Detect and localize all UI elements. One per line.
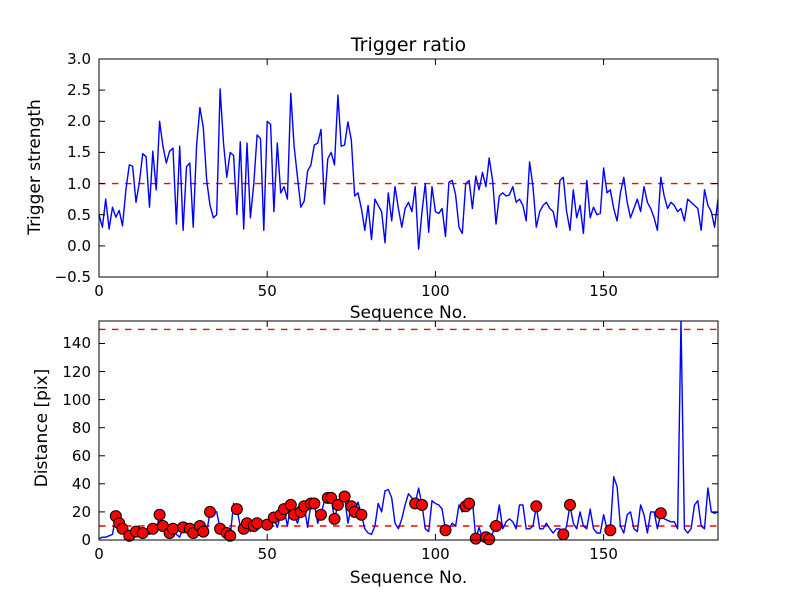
triggered-frames-marker <box>308 497 321 510</box>
triggered-frames-marker <box>331 498 344 511</box>
triggered-frames-marker <box>564 498 576 511</box>
bottom-plot-xlabel: Sequence No. <box>349 568 468 588</box>
triggered-frames-marker <box>251 517 264 530</box>
triggered-frames-marker <box>604 524 617 537</box>
bottom-plot-y-tick-label: 140 <box>62 334 91 353</box>
bottom-plot-y-tick-label: 40 <box>71 474 91 493</box>
top-plot-xlabel: Sequence No. <box>349 303 468 323</box>
triggered-frames-marker <box>469 532 482 545</box>
triggered-frames-marker <box>197 525 210 538</box>
triggered-frames-marker <box>355 508 368 521</box>
bottom-plot-distance-line <box>99 321 718 540</box>
triggered-frames-marker <box>167 522 179 535</box>
bottom-plot-y-tick-label: 80 <box>71 418 91 437</box>
top-plot-y-tick-label: 2.5 <box>67 81 91 100</box>
top-plot-spines <box>98 58 719 278</box>
bottom-plot-y-tick-label: 20 <box>71 502 91 521</box>
top-plot-x-tick-label: 100 <box>421 282 450 300</box>
top-plot-y-tick-label: 2.0 <box>67 112 91 131</box>
bottom-plot-y-tick-label: 100 <box>62 390 91 409</box>
top-plot-x-tick-label: 50 <box>257 282 277 300</box>
triggered-frames-marker <box>530 500 543 513</box>
top-plot-y-tick-label: 0.5 <box>67 205 91 224</box>
triggered-frames-marker <box>230 503 243 516</box>
triggered-frames-marker <box>338 490 351 503</box>
bottom-plot <box>98 320 719 546</box>
top-plot-x-tick-label: 0 <box>94 282 104 300</box>
bottom-plot-x-tick-label: 0 <box>94 545 104 563</box>
triggered-frames-marker <box>483 533 496 546</box>
bottom-plot-y-tick-label: 120 <box>62 362 91 381</box>
triggered-frames-markers <box>109 490 667 546</box>
triggered-frames-marker <box>204 505 216 518</box>
top-plot-y-tick-label: 1.0 <box>67 174 91 193</box>
triggered-frames-marker <box>315 508 327 521</box>
top-plot-y-tick-label: 0.0 <box>67 236 91 255</box>
bottom-plot-x-tick-label: 50 <box>257 545 277 563</box>
bottom-plot-spines <box>98 320 719 541</box>
top-plot-x-tick-label: 150 <box>589 282 618 300</box>
triggered-frames-marker <box>146 522 159 535</box>
top-plot-title: Trigger ratio <box>350 34 467 56</box>
bottom-plot-y-tick-label: 0 <box>81 531 91 549</box>
triggered-frames-marker <box>654 507 667 520</box>
triggered-frames-marker <box>463 497 476 510</box>
triggered-frames-marker <box>136 527 149 539</box>
triggered-frames-marker <box>224 529 237 542</box>
top-plot-y-tick-label: −0.5 <box>54 268 91 286</box>
bottom-plot-x-tick-label: 150 <box>589 545 618 563</box>
triggered-frames-marker <box>328 512 341 525</box>
top-plot-trigger-strength-line <box>99 88 718 250</box>
triggered-frames-marker <box>439 524 452 537</box>
triggered-frames-marker <box>416 498 428 511</box>
bottom-plot-y-tick-label: 60 <box>71 446 91 465</box>
top-plot <box>98 58 719 278</box>
triggered-frames-marker <box>490 520 502 532</box>
top-plot-y-tick-label: 3.0 <box>67 50 91 68</box>
triggered-frames-marker <box>557 528 570 541</box>
triggered-frames-marker <box>153 508 166 521</box>
top-plot-y-tick-label: 1.5 <box>67 143 91 162</box>
bottom-plot-x-tick-label: 100 <box>421 545 450 563</box>
